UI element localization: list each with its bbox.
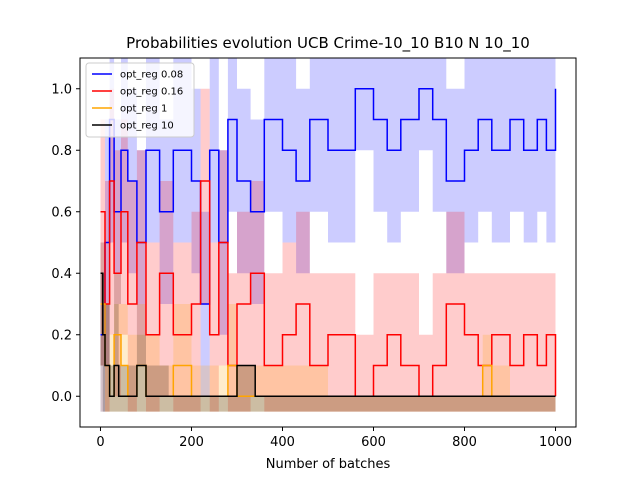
axis-ticks: 0 200 400 600 800 1000 0.0 0.2 0.4 0.6 0.8 1.0 [51, 82, 572, 450]
x-axis-label: Number of batches [266, 457, 391, 472]
series-line-1 [100, 180, 557, 398]
x-tick-label-3: 600 [361, 435, 386, 450]
y-tick-label-2: 0.4 [51, 267, 72, 282]
y-tick-label-4: 0.8 [51, 144, 72, 159]
x-tick-label-2: 400 [270, 435, 295, 450]
plot-area [100, 58, 557, 412]
x-tick-label-0: 0 [96, 435, 104, 450]
legend-label-0: opt_reg 0.08 [120, 70, 183, 81]
series-band-3 [100, 273, 556, 412]
x-tick-label-1: 200 [179, 435, 204, 450]
legend-label-3: opt_reg 10 [120, 121, 174, 132]
y-tick-label-1: 0.2 [51, 328, 72, 343]
series-band-0 [100, 58, 556, 412]
x-tick-label-5: 1000 [539, 435, 572, 450]
legend-box [85, 62, 195, 138]
axes-frame [79, 57, 577, 428]
legend: opt_reg 0.08 opt_reg 0.16 opt_reg 1 opt_reg… [85, 62, 195, 138]
series-line-3 [100, 272, 556, 398]
series-band-1 [100, 88, 556, 412]
series-band-2 [100, 242, 556, 412]
x-tick-label-4: 800 [452, 435, 477, 450]
legend-label-1: opt_reg 0.16 [120, 87, 183, 98]
chart-title: Probabilities evolution UCB Crime-10_10 … [126, 34, 530, 53]
legend-label-2: opt_reg 1 [120, 104, 167, 115]
y-tick-label-5: 1.0 [51, 82, 72, 97]
y-tick-label-0: 0.0 [51, 390, 72, 405]
y-tick-label-3: 0.6 [51, 205, 72, 220]
